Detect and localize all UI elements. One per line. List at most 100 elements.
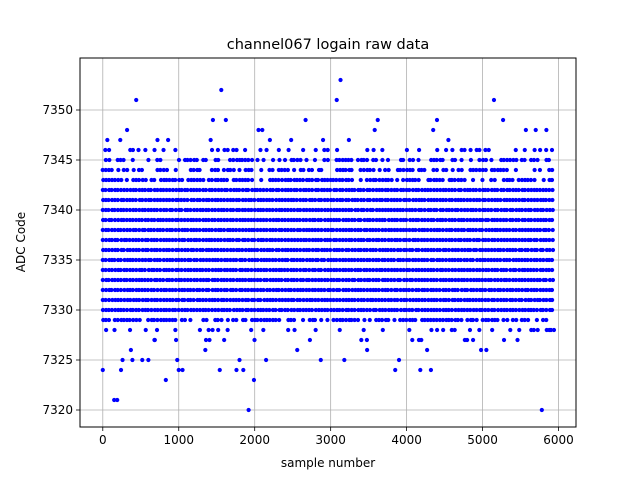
data-point — [401, 207, 406, 213]
data-point — [276, 287, 281, 293]
data-point — [389, 277, 394, 283]
data-point — [155, 137, 160, 143]
data-point — [486, 237, 491, 243]
data-point — [490, 227, 495, 233]
data-point — [103, 247, 109, 253]
data-point — [264, 277, 269, 283]
data-point — [392, 207, 397, 213]
data-point — [201, 197, 206, 203]
data-point — [249, 267, 254, 273]
data-point — [349, 237, 354, 243]
data-point — [328, 187, 333, 193]
data-point — [379, 297, 385, 303]
data-point — [389, 237, 394, 243]
data-point — [149, 247, 154, 253]
data-point — [385, 247, 391, 253]
data-point — [410, 157, 416, 163]
data-point — [543, 277, 548, 283]
data-point — [145, 297, 151, 303]
data-point — [319, 287, 324, 293]
data-point — [304, 237, 309, 243]
data-point — [228, 187, 233, 193]
data-point — [194, 237, 199, 243]
data-point — [540, 247, 545, 253]
data-point — [349, 207, 354, 213]
data-point — [452, 157, 458, 163]
data-point — [465, 197, 470, 203]
data-point — [416, 157, 421, 163]
data-point — [371, 217, 376, 223]
data-point — [197, 307, 203, 313]
data-point — [517, 307, 522, 313]
data-point — [437, 227, 442, 233]
data-point — [286, 147, 291, 153]
data-point — [206, 207, 211, 213]
data-point — [434, 307, 439, 313]
data-point — [210, 287, 215, 293]
data-point — [425, 217, 431, 223]
data-point — [373, 297, 378, 303]
data-point — [453, 307, 458, 313]
data-point — [203, 307, 208, 313]
data-point — [541, 177, 546, 183]
data-point — [371, 267, 376, 273]
data-point — [398, 317, 403, 323]
data-point — [115, 207, 120, 213]
data-point — [407, 267, 412, 273]
data-point — [483, 247, 488, 253]
data-point — [109, 267, 115, 273]
data-point — [462, 247, 467, 253]
data-point — [404, 307, 409, 313]
data-point — [313, 277, 318, 283]
data-point — [468, 187, 473, 193]
data-point — [434, 197, 440, 203]
data-point — [291, 247, 297, 253]
data-point — [143, 177, 148, 183]
data-point — [219, 257, 224, 263]
data-point — [158, 207, 163, 213]
data-point — [401, 317, 406, 323]
data-point — [489, 257, 494, 263]
data-point — [310, 227, 315, 233]
y-tick-label: 7330 — [42, 303, 73, 317]
data-point — [188, 207, 193, 213]
data-point — [516, 237, 522, 243]
data-point — [346, 197, 351, 203]
data-point — [173, 287, 178, 293]
y-axis-label: ADC Code — [14, 212, 28, 272]
data-point — [510, 307, 516, 313]
data-point — [294, 247, 300, 253]
data-point — [523, 237, 528, 243]
data-point — [483, 147, 488, 153]
data-point — [307, 217, 312, 223]
data-point — [397, 277, 403, 283]
data-point — [419, 217, 424, 223]
data-point — [407, 177, 412, 183]
data-point — [240, 157, 245, 163]
data-point — [115, 287, 120, 293]
data-point — [450, 167, 455, 173]
data-point — [453, 267, 458, 273]
data-point — [437, 237, 442, 243]
data-point — [404, 197, 409, 203]
data-point — [465, 257, 470, 263]
data-point — [362, 217, 367, 223]
data-point — [115, 397, 120, 403]
data-point — [112, 257, 117, 263]
data-point — [505, 317, 510, 323]
data-point — [261, 197, 266, 203]
data-point — [364, 307, 370, 313]
data-point — [361, 197, 367, 203]
data-point — [428, 177, 433, 183]
data-point — [389, 247, 394, 253]
data-point — [489, 197, 494, 203]
data-point — [525, 257, 530, 263]
data-point — [389, 187, 394, 193]
data-point — [484, 347, 489, 353]
data-point — [270, 227, 276, 233]
data-point — [349, 167, 354, 173]
data-point — [352, 277, 357, 283]
data-point — [343, 227, 349, 233]
data-point — [434, 317, 439, 323]
data-point — [240, 247, 245, 253]
